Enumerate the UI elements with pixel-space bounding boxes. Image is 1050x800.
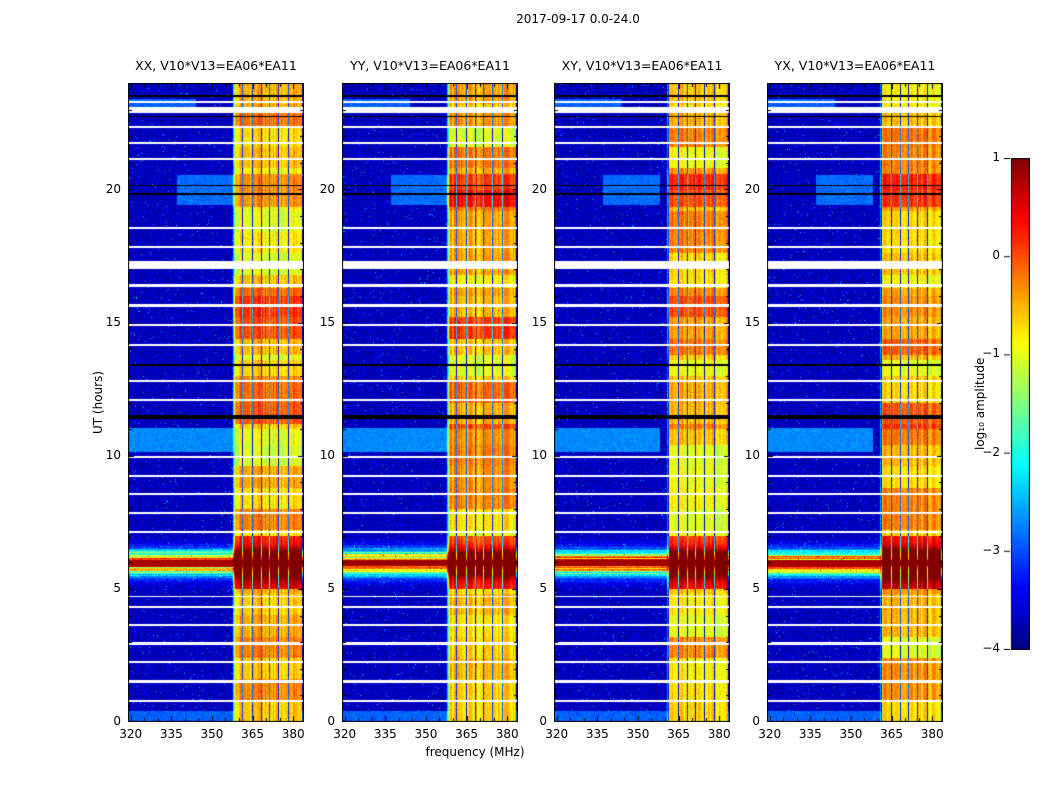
panel-yy: YY, V10*V13=EA06*EA11 0 5 10 15 20 320 335 350… xyxy=(320,58,519,741)
y-axis-ticks: 0 5 10 15 20 xyxy=(730,83,760,729)
x-tick-label: 350 xyxy=(414,727,438,741)
colorbar-tick-label: −2 xyxy=(982,444,1000,459)
y-tick-label: 0 xyxy=(752,714,760,728)
x-tick-label: 335 xyxy=(585,727,609,741)
panel-title-yy: YY, V10*V13=EA06*EA11 xyxy=(350,58,510,73)
panel-yx: YX, V10*V13=EA06*EA11 0 5 10 15 20 320 335 350… xyxy=(745,58,944,741)
y-tick-label: 5 xyxy=(327,580,335,595)
y-axis-ticks: 0 5 10 15 20 xyxy=(91,83,121,729)
x-axis-ticks: 320 335 350 365 380 xyxy=(119,727,304,743)
x-tick-label: 335 xyxy=(798,727,822,741)
figure-title: 2017-09-17 0.0-24.0 xyxy=(516,12,640,26)
x-tick-label: 365 xyxy=(880,727,903,741)
x-tick-label: 320 xyxy=(333,727,357,741)
y-tick-label: 5 xyxy=(539,580,547,595)
y-axis-ticks: 0 5 10 15 20 xyxy=(517,83,547,729)
y-axis-ticks: 0 5 10 15 20 xyxy=(305,83,335,729)
x-tick-label: 335 xyxy=(159,727,183,741)
y-tick-label: 15 xyxy=(319,314,335,329)
x-tick-label: 380 xyxy=(920,727,944,741)
colorbar-tick-label: 0 xyxy=(992,248,1000,263)
x-tick-label: 320 xyxy=(545,727,569,741)
spectrogram-canvas-yx xyxy=(767,83,943,722)
colorbar-tick-label: −4 xyxy=(982,641,1000,655)
y-tick-label: 20 xyxy=(531,181,547,196)
y-tick-label: 10 xyxy=(105,447,121,462)
x-axis-label: frequency (MHz) xyxy=(425,745,525,759)
x-tick-label: 350 xyxy=(626,727,650,741)
x-tick-label: 320 xyxy=(758,727,782,741)
x-tick-label: 380 xyxy=(707,727,731,741)
y-tick-label: 15 xyxy=(744,314,760,329)
y-tick-label: 5 xyxy=(113,580,121,595)
x-tick-label: 365 xyxy=(455,727,478,741)
x-tick-label: 335 xyxy=(373,727,397,741)
x-tick-label: 380 xyxy=(495,727,519,741)
x-tick-label: 365 xyxy=(241,727,264,741)
x-tick-label: 350 xyxy=(200,727,224,741)
spectrogram-canvas-xy xyxy=(554,83,730,722)
spectrogram-canvas-yy xyxy=(342,83,518,722)
colorbar-tick-label: −3 xyxy=(982,542,1000,557)
colorbar: log₁₀ amplitude 1 0 −1 −2 −3 −4 xyxy=(973,150,1038,655)
panel-xx: XX, V10*V13=EA06*EA11 0 5 10 15 20 320 335 350… xyxy=(106,58,305,741)
y-tick-label: 0 xyxy=(327,714,335,728)
y-tick-label: 20 xyxy=(319,181,335,196)
x-axis-ticks: 320 335 350 365 380 xyxy=(333,727,518,743)
y-tick-label: 0 xyxy=(539,714,547,728)
panel-title-xy: XY, V10*V13=EA06*EA11 xyxy=(561,58,723,73)
y-tick-label: 20 xyxy=(744,181,760,196)
x-axis-ticks: 320 335 350 365 380 xyxy=(545,727,730,743)
colorbar-tick-label: −1 xyxy=(982,346,1000,361)
x-tick-label: 365 xyxy=(667,727,690,741)
colorbar-gradient xyxy=(1004,158,1030,650)
y-tick-label: 10 xyxy=(744,447,760,462)
y-tick-label: 20 xyxy=(105,181,121,196)
y-tick-label: 10 xyxy=(319,447,335,462)
y-tick-label: 15 xyxy=(105,314,121,329)
colorbar-tick-label: 1 xyxy=(992,150,1000,164)
panel-xy: XY, V10*V13=EA06*EA11 0 5 10 15 20 320 335 350… xyxy=(532,58,731,741)
y-tick-label: 0 xyxy=(113,714,121,728)
panel-title-xx: XX, V10*V13=EA06*EA11 xyxy=(135,58,297,73)
x-tick-label: 320 xyxy=(119,727,143,741)
colorbar-ticks: 1 0 −1 −2 −3 −4 xyxy=(974,150,1002,655)
y-tick-label: 5 xyxy=(752,580,760,595)
spectrogram-canvas-xx xyxy=(128,83,304,722)
y-tick-label: 10 xyxy=(531,447,547,462)
x-tick-label: 380 xyxy=(281,727,305,741)
x-axis-ticks: 320 335 350 365 380 xyxy=(758,727,943,743)
y-tick-label: 15 xyxy=(531,314,547,329)
panel-title-yx: YX, V10*V13=EA06*EA11 xyxy=(774,58,936,73)
x-tick-label: 350 xyxy=(839,727,863,741)
